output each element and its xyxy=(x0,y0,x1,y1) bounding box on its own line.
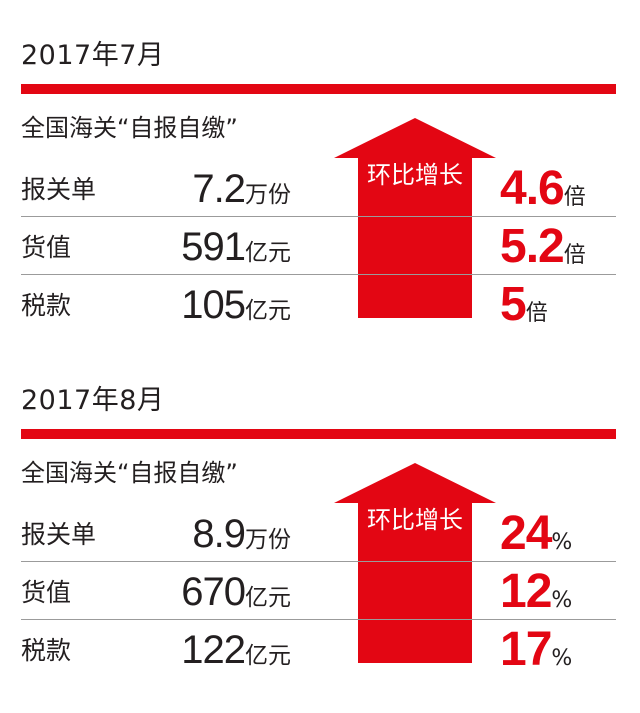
section-subtitle: 全国海关“自报自缴” xyxy=(21,459,238,487)
row-value: 8.9万份 xyxy=(192,512,291,556)
value-number: 670 xyxy=(181,570,246,614)
value-number: 105 xyxy=(181,283,246,327)
growth-number: 5 xyxy=(500,278,527,331)
row-value: 7.2万份 xyxy=(192,167,291,211)
data-row-goods-value: 货值 591亿元 5.2倍 xyxy=(21,221,616,275)
row-divider xyxy=(21,619,616,620)
data-row-tax: 税款 122亿元 17% xyxy=(21,624,616,678)
value-number: 591 xyxy=(181,225,246,269)
growth-unit: % xyxy=(551,588,573,613)
row-label: 税款 xyxy=(21,291,72,320)
row-growth: 12% xyxy=(500,566,572,618)
row-growth: 5倍 xyxy=(500,279,548,331)
section-august: 2017年8月 全国海关“自报自缴” 环比增长 报关单 8.9万份 24% 货值… xyxy=(0,383,640,683)
row-label: 报关单 xyxy=(21,520,97,549)
growth-unit: % xyxy=(551,530,573,555)
growth-unit: % xyxy=(551,646,573,671)
value-number: 8.9 xyxy=(192,512,246,556)
row-label: 货值 xyxy=(21,578,72,607)
row-divider xyxy=(21,274,616,275)
row-value: 122亿元 xyxy=(181,628,291,672)
row-value: 591亿元 xyxy=(181,225,291,269)
value-number: 122 xyxy=(181,628,246,672)
growth-arrow-icon xyxy=(334,118,496,318)
data-row-declarations: 报关单 7.2万份 4.6倍 xyxy=(21,163,616,217)
arrow-label: 环比增长 xyxy=(367,506,463,534)
section-rule xyxy=(21,429,616,439)
row-label: 货值 xyxy=(21,233,72,262)
value-number: 7.2 xyxy=(192,167,246,211)
row-growth: 5.2倍 xyxy=(500,221,586,273)
value-unit: 亿元 xyxy=(245,585,291,611)
value-unit: 万份 xyxy=(245,182,291,208)
data-row-goods-value: 货值 670亿元 12% xyxy=(21,566,616,620)
section-title: 2017年8月 xyxy=(21,385,165,416)
row-growth: 24% xyxy=(500,508,572,560)
value-unit: 万份 xyxy=(245,527,291,553)
row-value: 670亿元 xyxy=(181,570,291,614)
growth-unit: 倍 xyxy=(525,301,548,326)
growth-number: 24 xyxy=(500,507,552,560)
growth-number: 17 xyxy=(500,623,552,676)
row-divider xyxy=(21,561,616,562)
growth-unit: 倍 xyxy=(563,243,586,268)
value-unit: 亿元 xyxy=(245,643,291,669)
value-unit: 亿元 xyxy=(245,298,291,324)
growth-number: 5.2 xyxy=(500,220,565,273)
section-rule xyxy=(21,84,616,94)
row-label: 税款 xyxy=(21,636,72,665)
section-july: 2017年7月 全国海关“自报自缴” 环比增长 报关单 7.2万份 4.6倍 货… xyxy=(0,38,640,338)
growth-number: 4.6 xyxy=(500,162,565,215)
row-growth: 17% xyxy=(500,624,572,676)
row-divider xyxy=(21,216,616,217)
row-label: 报关单 xyxy=(21,175,97,204)
section-subtitle: 全国海关“自报自缴” xyxy=(21,114,238,142)
data-row-tax: 税款 105亿元 5倍 xyxy=(21,279,616,333)
row-value: 105亿元 xyxy=(181,283,291,327)
arrow-label: 环比增长 xyxy=(367,161,463,189)
value-unit: 亿元 xyxy=(245,240,291,266)
data-row-declarations: 报关单 8.9万份 24% xyxy=(21,508,616,562)
growth-unit: 倍 xyxy=(563,185,586,210)
section-title: 2017年7月 xyxy=(21,40,165,71)
growth-number: 12 xyxy=(500,565,552,618)
row-growth: 4.6倍 xyxy=(500,163,586,215)
growth-arrow-icon xyxy=(334,463,496,663)
